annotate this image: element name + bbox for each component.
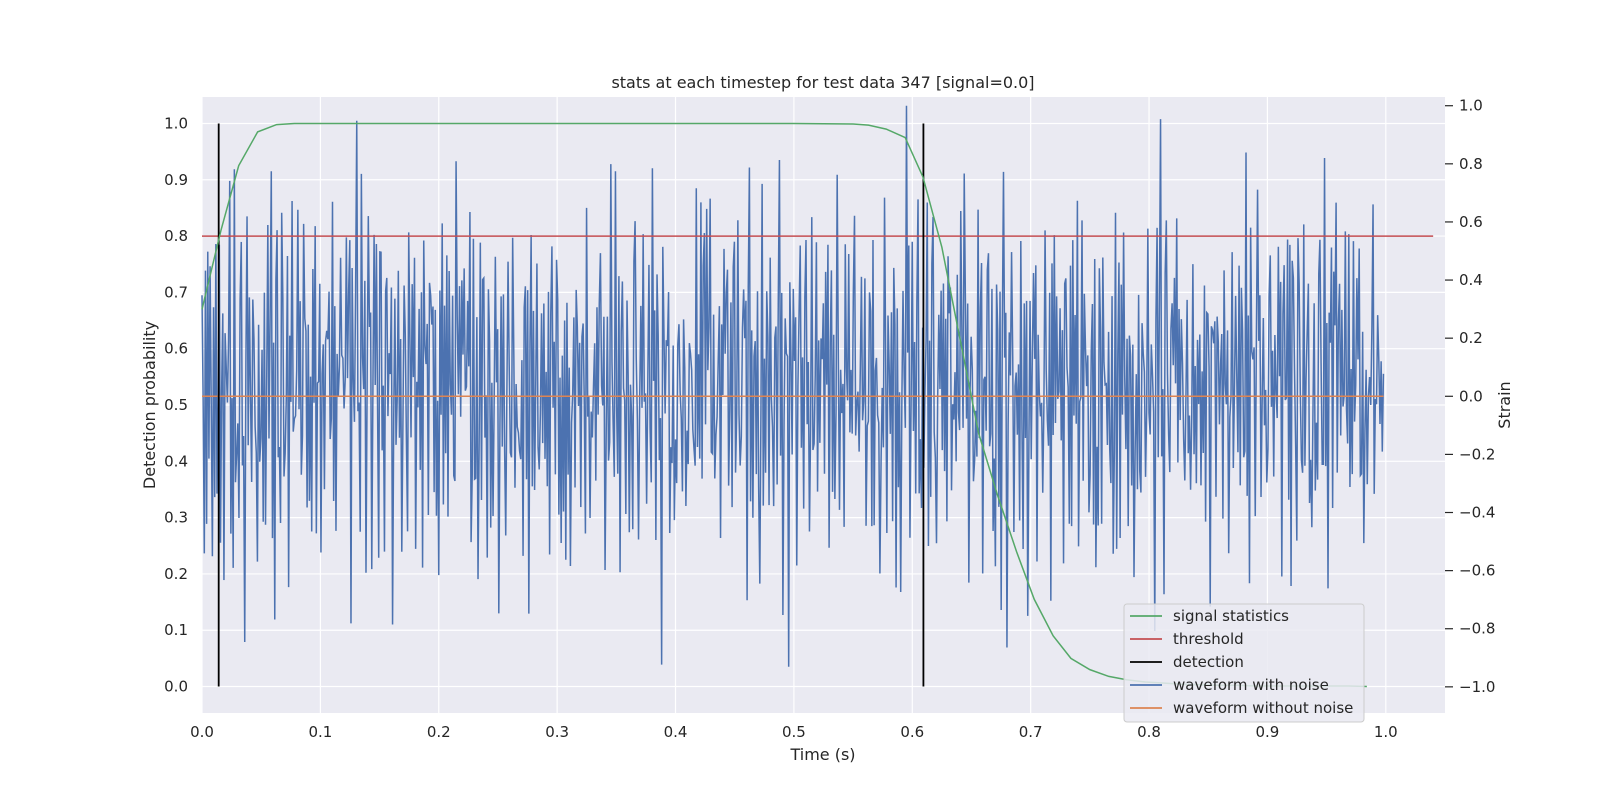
y2-axis-ticks: −1.0 −0.8 −0.6 −0.4 −0.2 0.0 0.2 0.4 0.6 0.8 1.0	[1445, 97, 1495, 696]
x-tick-label: 0.1	[308, 723, 332, 741]
y-tick-label: 0.6	[164, 340, 188, 358]
y2-tick-label: −1.0	[1459, 678, 1495, 696]
legend-label-signal-statistics: signal statistics	[1173, 607, 1289, 625]
waveform-with-noise-line	[201, 105, 1385, 667]
x-tick-label: 0.8	[1137, 723, 1161, 741]
series-layer	[201, 105, 1434, 688]
legend-label-waveform-with-noise: waveform with noise	[1173, 676, 1329, 694]
y-tick-label: 0.3	[164, 509, 188, 527]
detection-lines	[217, 123, 925, 687]
y-axis-label: Detection probability	[140, 321, 159, 489]
y-tick-label: 0.9	[164, 171, 188, 189]
y2-tick-label: −0.6	[1459, 562, 1495, 580]
y2-tick-label: 0.0	[1459, 387, 1483, 405]
x-tick-label: 1.0	[1374, 723, 1398, 741]
y2-tick-label: 0.8	[1459, 155, 1483, 173]
y-tick-label: 0.8	[164, 227, 188, 245]
x-tick-label: 0.3	[545, 723, 569, 741]
y-tick-label: 0.4	[164, 452, 188, 470]
chart-title: stats at each timestep for test data 347…	[611, 73, 1034, 92]
x-axis-label: Time (s)	[789, 745, 855, 764]
y-tick-label: 0.1	[164, 621, 188, 639]
y2-axis-label: Strain	[1495, 381, 1514, 428]
legend: signal statistics threshold detection wa…	[1123, 603, 1365, 723]
y2-tick-label: −0.4	[1459, 504, 1495, 522]
x-tick-label: 0.9	[1255, 723, 1279, 741]
y-axis-ticks: 0.0 0.1 0.2 0.3 0.4 0.5 0.6 0.7 0.8 0.9 1.0	[164, 114, 188, 695]
y-tick-label: 0.7	[164, 283, 188, 301]
y-tick-label: 0.0	[164, 678, 188, 696]
legend-label-detection: detection	[1173, 653, 1244, 671]
legend-label-waveform-without-noise: waveform without noise	[1173, 699, 1353, 717]
y-tick-label: 0.2	[164, 565, 188, 583]
x-tick-label: 0.7	[1019, 723, 1043, 741]
x-axis-ticks: 0.0 0.1 0.2 0.3 0.4 0.5 0.6 0.7 0.8 0.9 1.0	[190, 723, 1398, 741]
y2-tick-label: 0.2	[1459, 329, 1483, 347]
legend-box	[1123, 603, 1365, 723]
x-tick-label: 0.2	[427, 723, 451, 741]
y-tick-label: 1.0	[164, 114, 188, 132]
y2-tick-label: 0.4	[1459, 271, 1483, 289]
y2-tick-label: −0.8	[1459, 620, 1495, 638]
y2-tick-label: −0.2	[1459, 445, 1495, 463]
x-tick-label: 0.0	[190, 723, 214, 741]
x-tick-label: 0.6	[900, 723, 924, 741]
y2-tick-label: 1.0	[1459, 97, 1483, 115]
x-tick-label: 0.5	[782, 723, 806, 741]
y-tick-label: 0.5	[164, 396, 188, 414]
legend-label-threshold: threshold	[1173, 630, 1244, 648]
x-tick-label: 0.4	[664, 723, 688, 741]
y2-tick-label: 0.6	[1459, 213, 1483, 231]
